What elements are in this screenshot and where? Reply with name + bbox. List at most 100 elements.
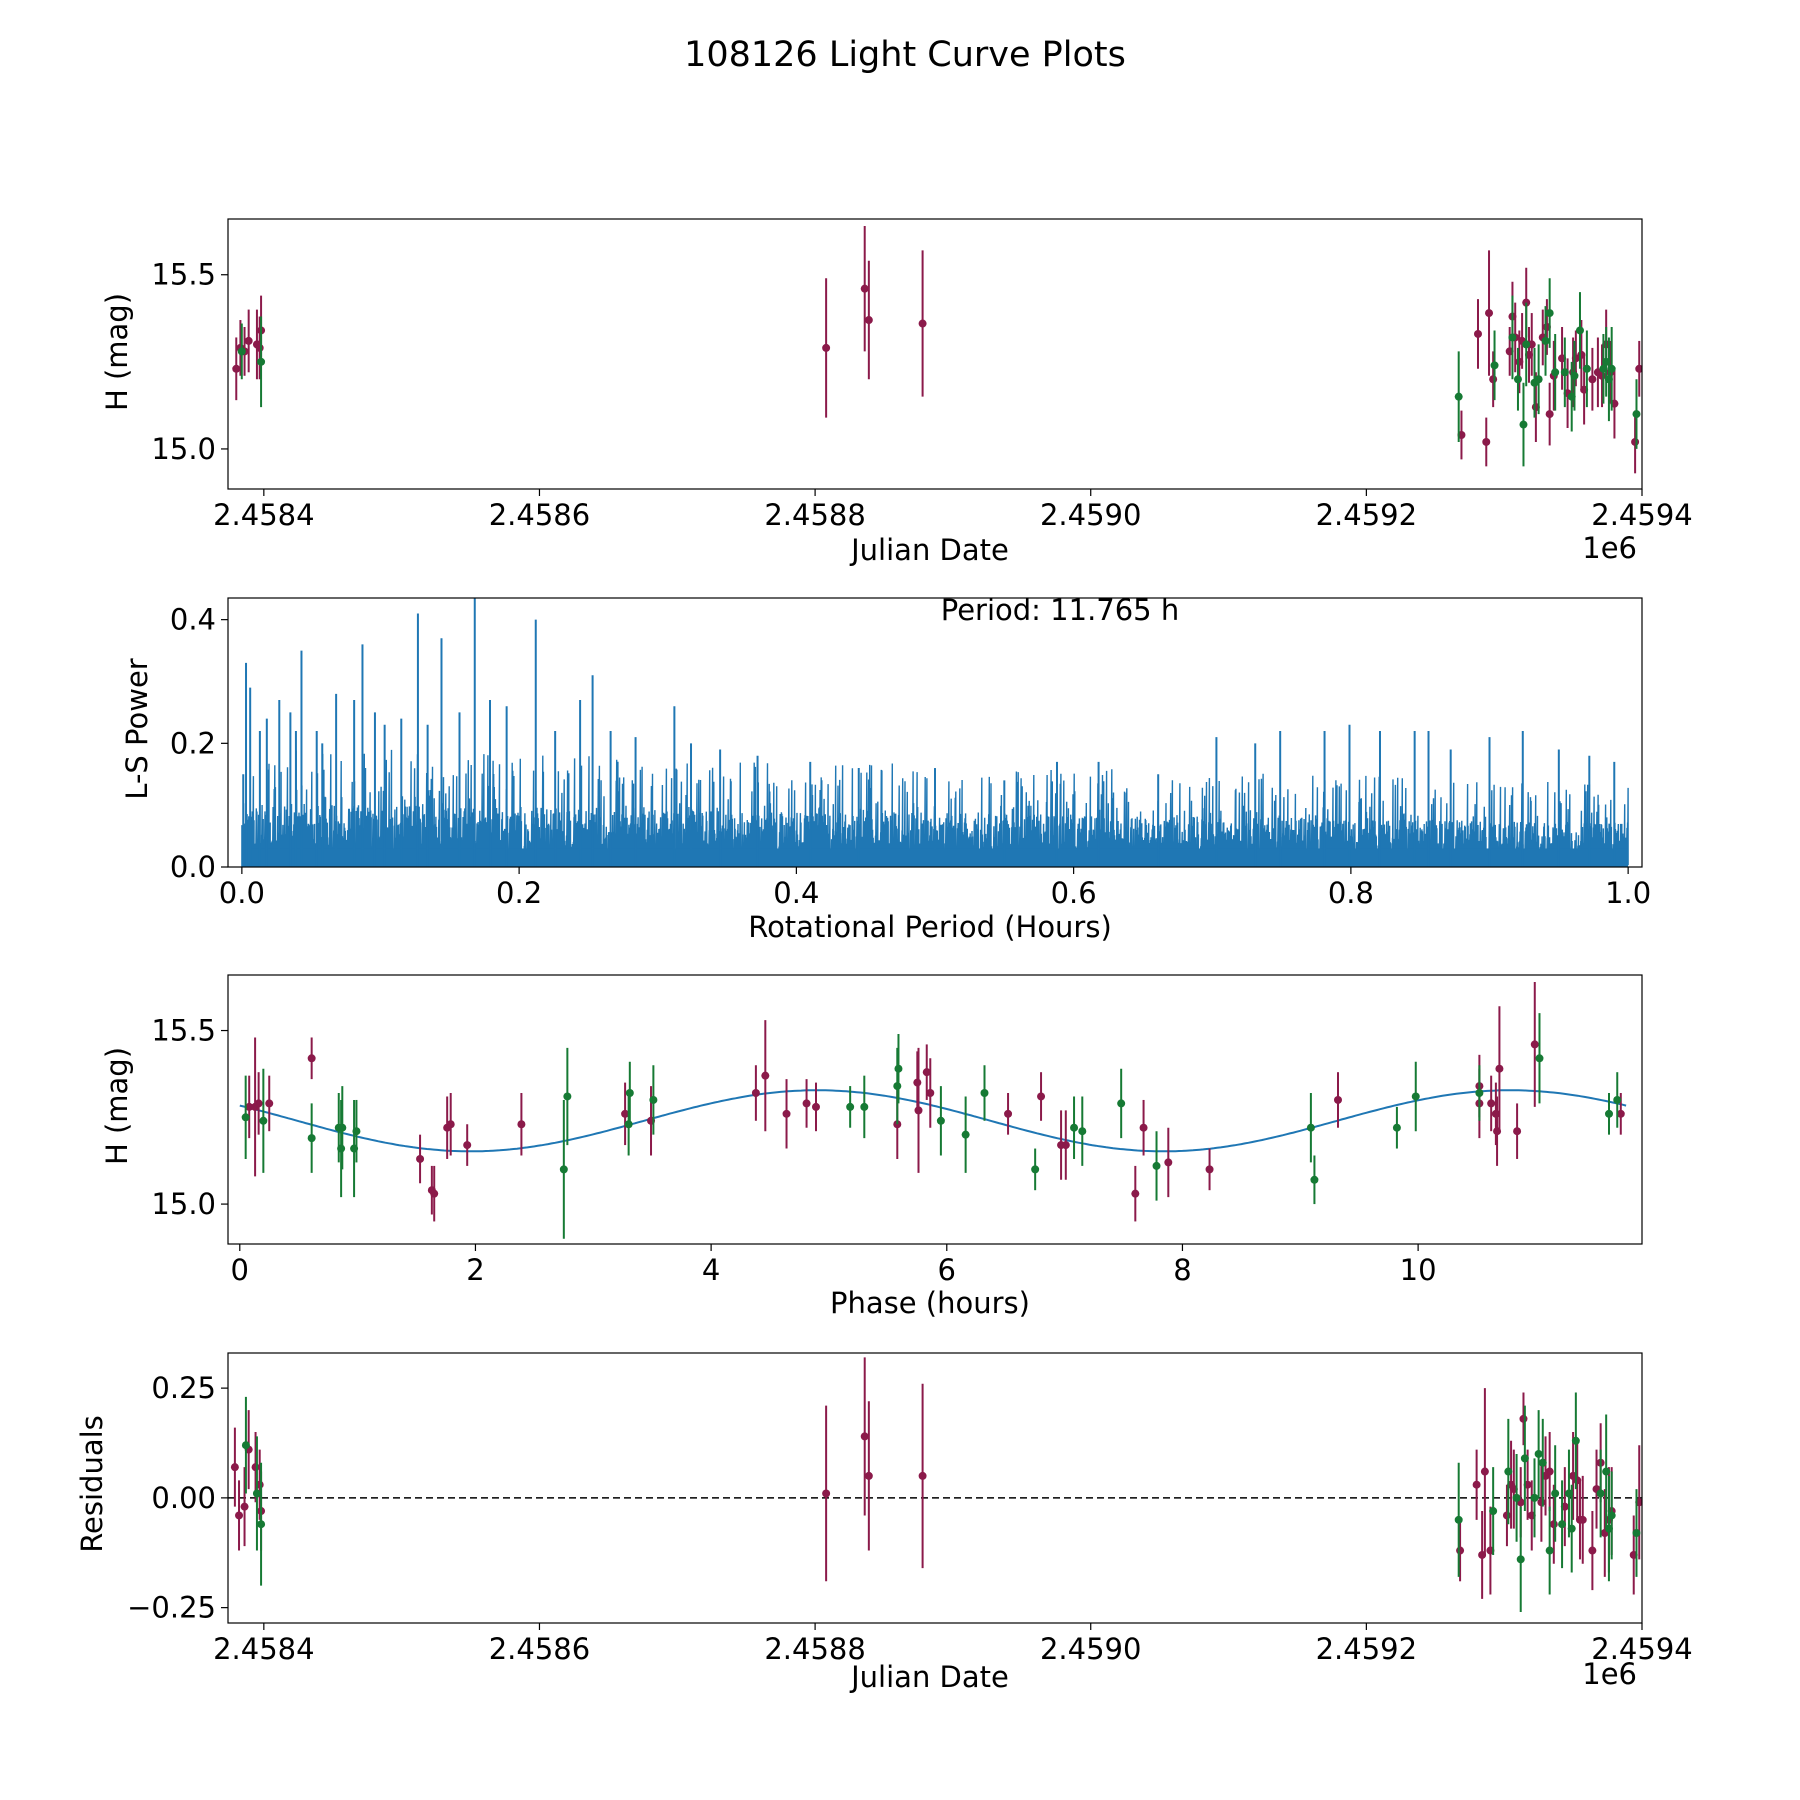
phase-green-point xyxy=(893,1082,902,1091)
phase-maroon-point xyxy=(926,1089,935,1098)
resid-xtick-label: 2.4592 xyxy=(1316,1632,1417,1666)
periodogram-ylabel: L-S Power xyxy=(120,658,154,799)
phase-maroon-point xyxy=(914,1106,923,1115)
resid-maroon-point xyxy=(230,1463,239,1472)
lc-maroon-point xyxy=(822,343,831,352)
phase-maroon-point xyxy=(1164,1158,1173,1167)
ls-plot-area xyxy=(241,598,1629,867)
phase-green-point xyxy=(649,1095,658,1104)
period-annotation: Period: 11.765 h xyxy=(941,593,1180,627)
phase-maroon-point xyxy=(751,1089,760,1098)
resid-green-point xyxy=(1520,1454,1529,1463)
phase-maroon-point xyxy=(621,1109,630,1118)
resid-frame xyxy=(227,1352,1643,1624)
resid-xtick-label: 2.4590 xyxy=(1040,1632,1141,1666)
lc-maroon-point xyxy=(1473,329,1482,338)
phase-maroon-point xyxy=(1616,1109,1625,1118)
phase-maroon-point xyxy=(1495,1064,1504,1073)
lc-maroon-point xyxy=(860,284,869,293)
resid-maroon-point xyxy=(864,1471,873,1480)
residuals-axes: Julian Date Residuals 1e6 2.4584 2.4586 2.… xyxy=(75,1352,1693,1694)
resid-green-point xyxy=(1512,1493,1521,1502)
phase-maroon-point xyxy=(802,1099,811,1108)
phase-maroon-point xyxy=(782,1109,791,1118)
lc-maroon-point xyxy=(1489,375,1498,384)
resid-plot-area xyxy=(228,1357,1642,1613)
resid-maroon-point xyxy=(1519,1414,1528,1423)
resid-maroon-point xyxy=(235,1511,244,1520)
lc-xtick-label: 2.4584 xyxy=(213,498,314,532)
resid-green-point xyxy=(1545,1546,1554,1555)
resid-maroon-point xyxy=(860,1432,869,1441)
periodogram-xlabel: Rotational Period (Hours) xyxy=(748,910,1112,944)
phase-green-point xyxy=(559,1165,568,1174)
lc-xtick-label: 2.4592 xyxy=(1316,498,1417,532)
resid-green-point xyxy=(1596,1489,1605,1498)
phase-green-point xyxy=(1392,1123,1401,1132)
lc-ytick-label: 15.5 xyxy=(151,258,216,292)
figure-title: 108126 Light Curve Plots xyxy=(684,35,1126,75)
resid-maroon-point xyxy=(822,1489,831,1498)
resid-green-point xyxy=(1551,1489,1560,1498)
phase-green-point xyxy=(259,1116,268,1125)
lc-green-point xyxy=(1570,371,1579,380)
phase-plot-area xyxy=(239,981,1627,1239)
lc-maroon-point xyxy=(1545,410,1554,419)
lc-maroon-point xyxy=(244,336,253,345)
phase-maroon-point xyxy=(1061,1141,1070,1150)
lc-xtick-label: 2.4588 xyxy=(764,498,865,532)
phase-green-point xyxy=(936,1116,945,1125)
resid-maroon-point xyxy=(240,1502,249,1511)
ls-ytick-label: 0.2 xyxy=(170,726,216,760)
lc-green-point xyxy=(1513,375,1522,384)
lc-green-point xyxy=(1560,368,1569,377)
lc-green-point xyxy=(1508,333,1517,342)
phase-green-point xyxy=(1613,1095,1622,1104)
phase-maroon-point xyxy=(430,1189,439,1198)
resid-maroon-point xyxy=(1456,1546,1465,1555)
resid-green-point xyxy=(1602,1467,1611,1476)
ls-xtick-label: 0.0 xyxy=(219,876,265,910)
phase-green-point xyxy=(980,1089,989,1098)
phase-green-point xyxy=(894,1064,903,1073)
phase-green-point xyxy=(846,1102,855,1111)
residuals-xlabel: Julian Date xyxy=(849,1660,1009,1694)
phase-curve-axes: Phase (hours) H (mag) 0 2 4 6 8 10 15.0 15.5 xyxy=(100,974,1643,1320)
resid-green-point xyxy=(1530,1493,1539,1502)
phase-maroon-point xyxy=(517,1120,526,1129)
lc-maroon-point xyxy=(1482,437,1491,446)
phase-green-point xyxy=(1475,1089,1484,1098)
resid-maroon-point xyxy=(1472,1480,1481,1489)
light-curve-axes: Julian Date H (mag) 1e6 2.4584 2.4586 2.45… xyxy=(100,218,1693,567)
phase-green-point xyxy=(1605,1109,1614,1118)
lc-green-point xyxy=(1522,340,1531,349)
phase-ytick-label: 15.0 xyxy=(151,1187,216,1221)
phase-maroon-point xyxy=(922,1068,931,1077)
phase-maroon-point xyxy=(1139,1123,1148,1132)
residuals-x-offset: 1e6 xyxy=(1582,1657,1637,1691)
ls-xtick-label: 0.2 xyxy=(496,876,542,910)
resid-green-point xyxy=(1504,1467,1513,1476)
lc-green-point xyxy=(1541,336,1550,345)
phase-green-point xyxy=(1306,1123,1315,1132)
lc-green-point xyxy=(1575,326,1584,335)
ls-xtick-label: 0.4 xyxy=(773,876,819,910)
resid-maroon-point xyxy=(1545,1467,1554,1476)
phase-green-point xyxy=(1031,1165,1040,1174)
resid-green-point xyxy=(1489,1507,1498,1516)
phase-xtick-label: 0 xyxy=(231,1253,249,1287)
lc-green-point xyxy=(1582,364,1591,373)
resid-maroon-point xyxy=(1588,1546,1597,1555)
lc-green-point xyxy=(257,357,266,366)
resid-xtick-label: 2.4584 xyxy=(213,1632,314,1666)
resid-green-point xyxy=(1567,1524,1576,1533)
phase-green-point xyxy=(241,1113,250,1122)
lc-maroon-point xyxy=(1598,371,1607,380)
phase-maroon-point xyxy=(1037,1092,1046,1101)
resid-xtick-label: 2.4594 xyxy=(1591,1632,1692,1666)
resid-ytick-label: 0.25 xyxy=(151,1371,216,1405)
phase-xtick-label: 2 xyxy=(466,1253,484,1287)
phase-curve-xlabel: Phase (hours) xyxy=(830,1286,1030,1320)
lc-green-point xyxy=(1519,420,1528,429)
phase-maroon-point xyxy=(913,1078,922,1087)
